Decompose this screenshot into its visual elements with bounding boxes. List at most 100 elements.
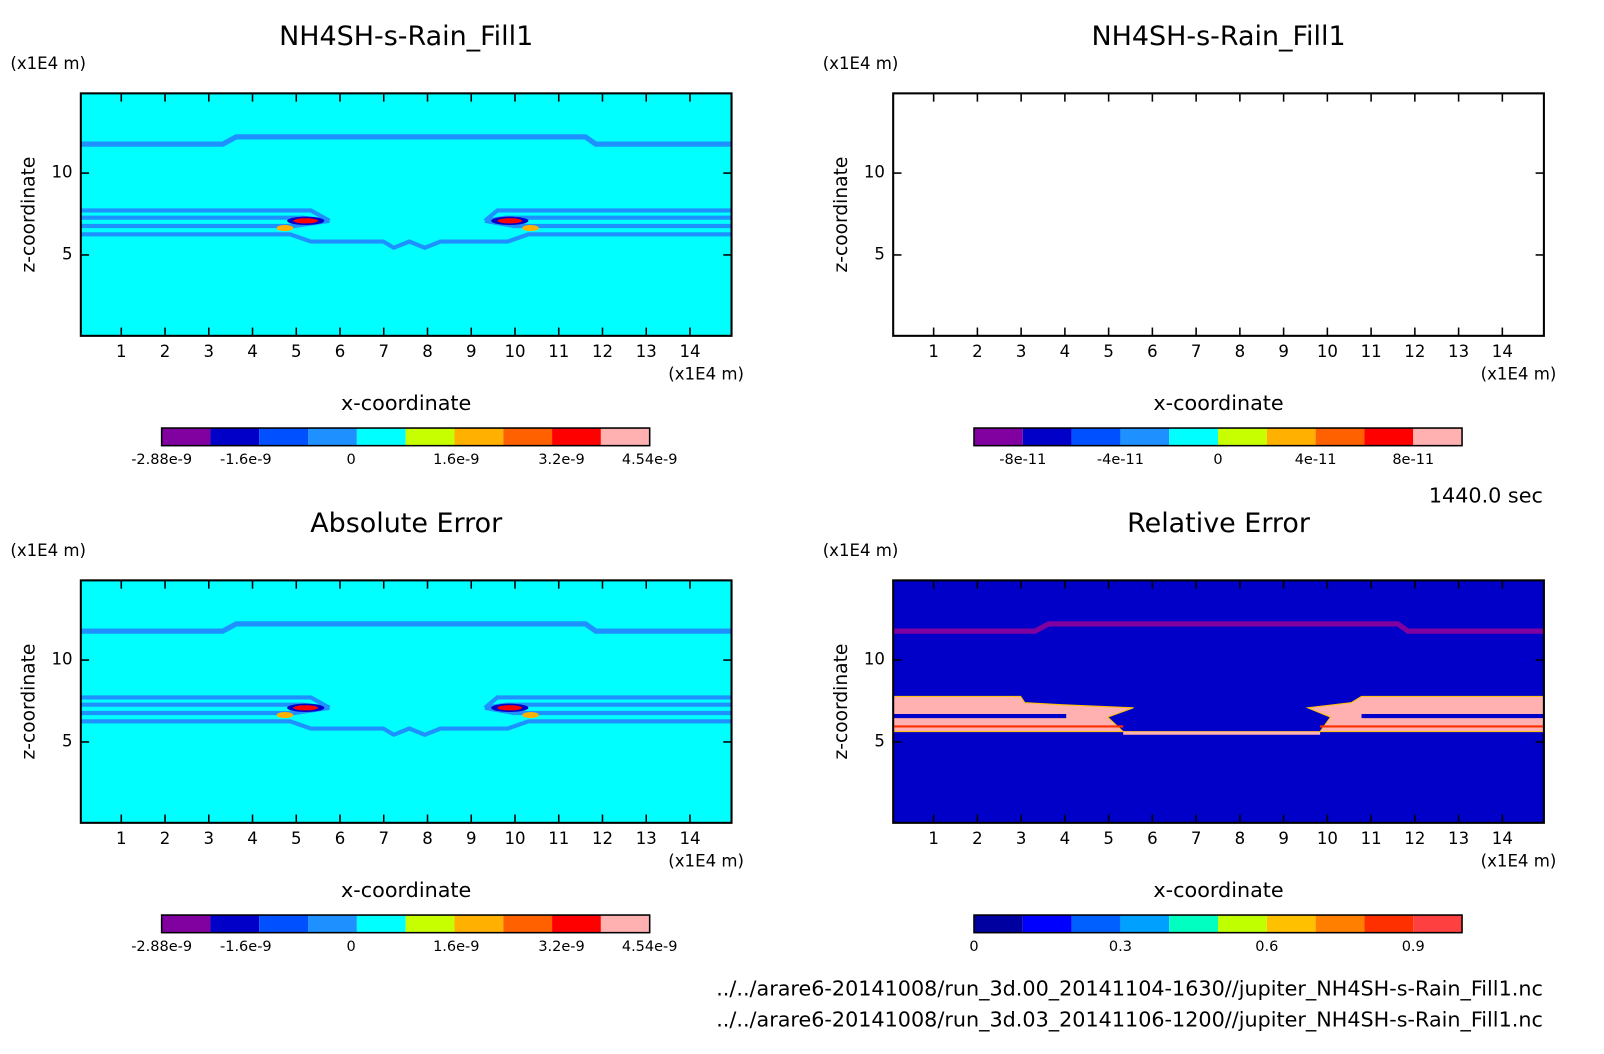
x-tick-label: 13 bbox=[1448, 342, 1469, 361]
x-tick-label: 6 bbox=[335, 829, 346, 848]
contour-line bbox=[483, 208, 732, 223]
x-tick-label: 5 bbox=[291, 342, 302, 361]
x-tick-label: 5 bbox=[1103, 829, 1114, 848]
contour-line bbox=[483, 695, 732, 710]
x-tick-label: 6 bbox=[1147, 829, 1158, 848]
plot-area bbox=[80, 93, 732, 336]
file-path: ../../arare6-20141008/run_3d.03_20141106… bbox=[716, 1008, 1543, 1033]
colorbar-frame bbox=[160, 914, 651, 934]
x-tick-label: 5 bbox=[291, 829, 302, 848]
x-tick-label: 4 bbox=[247, 342, 258, 361]
chart-title: NH4SH-s-Rain_Fill1 bbox=[279, 21, 533, 52]
y-axis-label: z-coordinate bbox=[19, 644, 40, 760]
x-tick-label: 7 bbox=[1191, 342, 1202, 361]
contour-blob bbox=[276, 711, 294, 719]
plot-area bbox=[893, 93, 1544, 336]
colorbar-cell bbox=[405, 428, 455, 446]
colorbar-cell bbox=[1071, 428, 1121, 446]
time-label: 1440.0 sec bbox=[1429, 483, 1543, 507]
x-tick-label: 8 bbox=[422, 829, 433, 848]
contour-region bbox=[1123, 731, 1321, 735]
colorbar-cell bbox=[552, 915, 601, 933]
x-tick-label: 13 bbox=[1448, 829, 1469, 848]
colorbar-cell bbox=[552, 428, 601, 446]
x-tick-label: 7 bbox=[378, 829, 389, 848]
x-tick-label: 10 bbox=[1317, 829, 1338, 848]
panel: Relative Error(x1E4 m)1 2 3 4 5 6 7 8 9 10 11 12 13 1… bbox=[823, 508, 1557, 955]
x-tick-label: 10 bbox=[1317, 342, 1338, 361]
colorbar-cell bbox=[1022, 428, 1072, 446]
x-tick-label: 3 bbox=[204, 342, 215, 361]
colorbar-frame bbox=[973, 427, 1463, 447]
x-tick-label: 5 bbox=[1103, 342, 1114, 361]
contour-blob bbox=[497, 218, 523, 224]
x-tick-label: 14 bbox=[679, 342, 700, 361]
y-tick-label: 5 bbox=[62, 731, 73, 750]
x-tick-label: 8 bbox=[1235, 342, 1246, 361]
x-tick-label: 2 bbox=[160, 342, 171, 361]
x-axis-label: x-coordinate bbox=[341, 878, 471, 902]
y-tick-label: 10 bbox=[51, 650, 72, 669]
colorbar-tick-label: 0.9 bbox=[1402, 939, 1425, 955]
colorbar-cell bbox=[1169, 428, 1219, 446]
colorbar-tick-label: 0 bbox=[969, 939, 978, 955]
x-tick-label: 14 bbox=[1492, 829, 1513, 848]
x-tick-label: 1 bbox=[116, 829, 127, 848]
x-tick-label: 11 bbox=[1361, 342, 1382, 361]
y-axis-label: z-coordinate bbox=[831, 157, 852, 273]
x-tick-label: 9 bbox=[466, 342, 477, 361]
panel: Absolute Error(x1E4 m)1 2 3 4 5 6 7 8 9 10 11 12 13 1… bbox=[10, 508, 744, 955]
colorbar-cell bbox=[1413, 915, 1463, 933]
x-tick-label: 13 bbox=[636, 342, 657, 361]
contour-line bbox=[80, 695, 331, 710]
colorbar-cell bbox=[1413, 428, 1463, 446]
chart-title: NH4SH-s-Rain_Fill1 bbox=[1091, 21, 1345, 52]
x-tick-label: 14 bbox=[679, 829, 700, 848]
colorbar-cell bbox=[1315, 428, 1365, 446]
x-tick-label: 3 bbox=[1016, 829, 1027, 848]
chart-title: Absolute Error bbox=[310, 508, 503, 539]
colorbar-cell bbox=[405, 915, 455, 933]
y-tick-label: 5 bbox=[62, 244, 73, 263]
contour-line bbox=[80, 719, 732, 738]
contour-blob bbox=[293, 218, 319, 224]
colorbar-cell bbox=[600, 428, 650, 446]
colorbar-cell bbox=[974, 915, 1023, 933]
colorbar-tick-label: -2.88e-9 bbox=[131, 939, 192, 955]
colorbar-cell bbox=[259, 428, 309, 446]
colorbar-cell bbox=[974, 428, 1023, 446]
x-unit: (x1E4 m) bbox=[1481, 852, 1557, 871]
panel: NH4SH-s-Rain_Fill1(x1E4 m)1 2 3 4 5 6 7 8 9 10 11 1… bbox=[823, 21, 1557, 468]
colorbar-tick-label: 0 bbox=[1213, 452, 1222, 468]
colorbar-cell bbox=[503, 915, 553, 933]
plot-frame bbox=[79, 92, 733, 337]
colorbar-frame bbox=[160, 427, 651, 447]
colorbar-cell bbox=[600, 915, 650, 933]
y-tick-label: 5 bbox=[874, 731, 885, 750]
y-tick-label: 10 bbox=[51, 163, 72, 182]
colorbar-cell bbox=[1364, 428, 1414, 446]
x-tick-label: 11 bbox=[548, 342, 569, 361]
colorbar-cell bbox=[356, 915, 406, 933]
y-unit: (x1E4 m) bbox=[10, 54, 86, 73]
colorbar-cell bbox=[1022, 915, 1072, 933]
colorbar-cell bbox=[161, 915, 211, 933]
x-tick-label: 1 bbox=[928, 829, 939, 848]
x-tick-label: 11 bbox=[1361, 829, 1382, 848]
colorbar-tick-label: 3.2e-9 bbox=[538, 939, 584, 955]
x-tick-label: 12 bbox=[1404, 829, 1425, 848]
contour-line bbox=[80, 232, 732, 251]
x-axis-label: x-coordinate bbox=[341, 391, 471, 415]
plot-area bbox=[80, 580, 732, 823]
colorbar-tick-label: 4.54e-9 bbox=[622, 939, 678, 955]
contour-line bbox=[80, 208, 331, 223]
colorbar-cell bbox=[356, 428, 406, 446]
x-tick-label: 7 bbox=[1191, 829, 1202, 848]
colorbar-tick-label: 0.6 bbox=[1255, 939, 1278, 955]
x-tick-label: 3 bbox=[1016, 342, 1027, 361]
colorbar-cell bbox=[308, 915, 357, 933]
colorbar-cell bbox=[454, 915, 504, 933]
y-unit: (x1E4 m) bbox=[10, 541, 86, 560]
contour-line bbox=[80, 134, 732, 147]
colorbar-cell bbox=[1120, 428, 1170, 446]
